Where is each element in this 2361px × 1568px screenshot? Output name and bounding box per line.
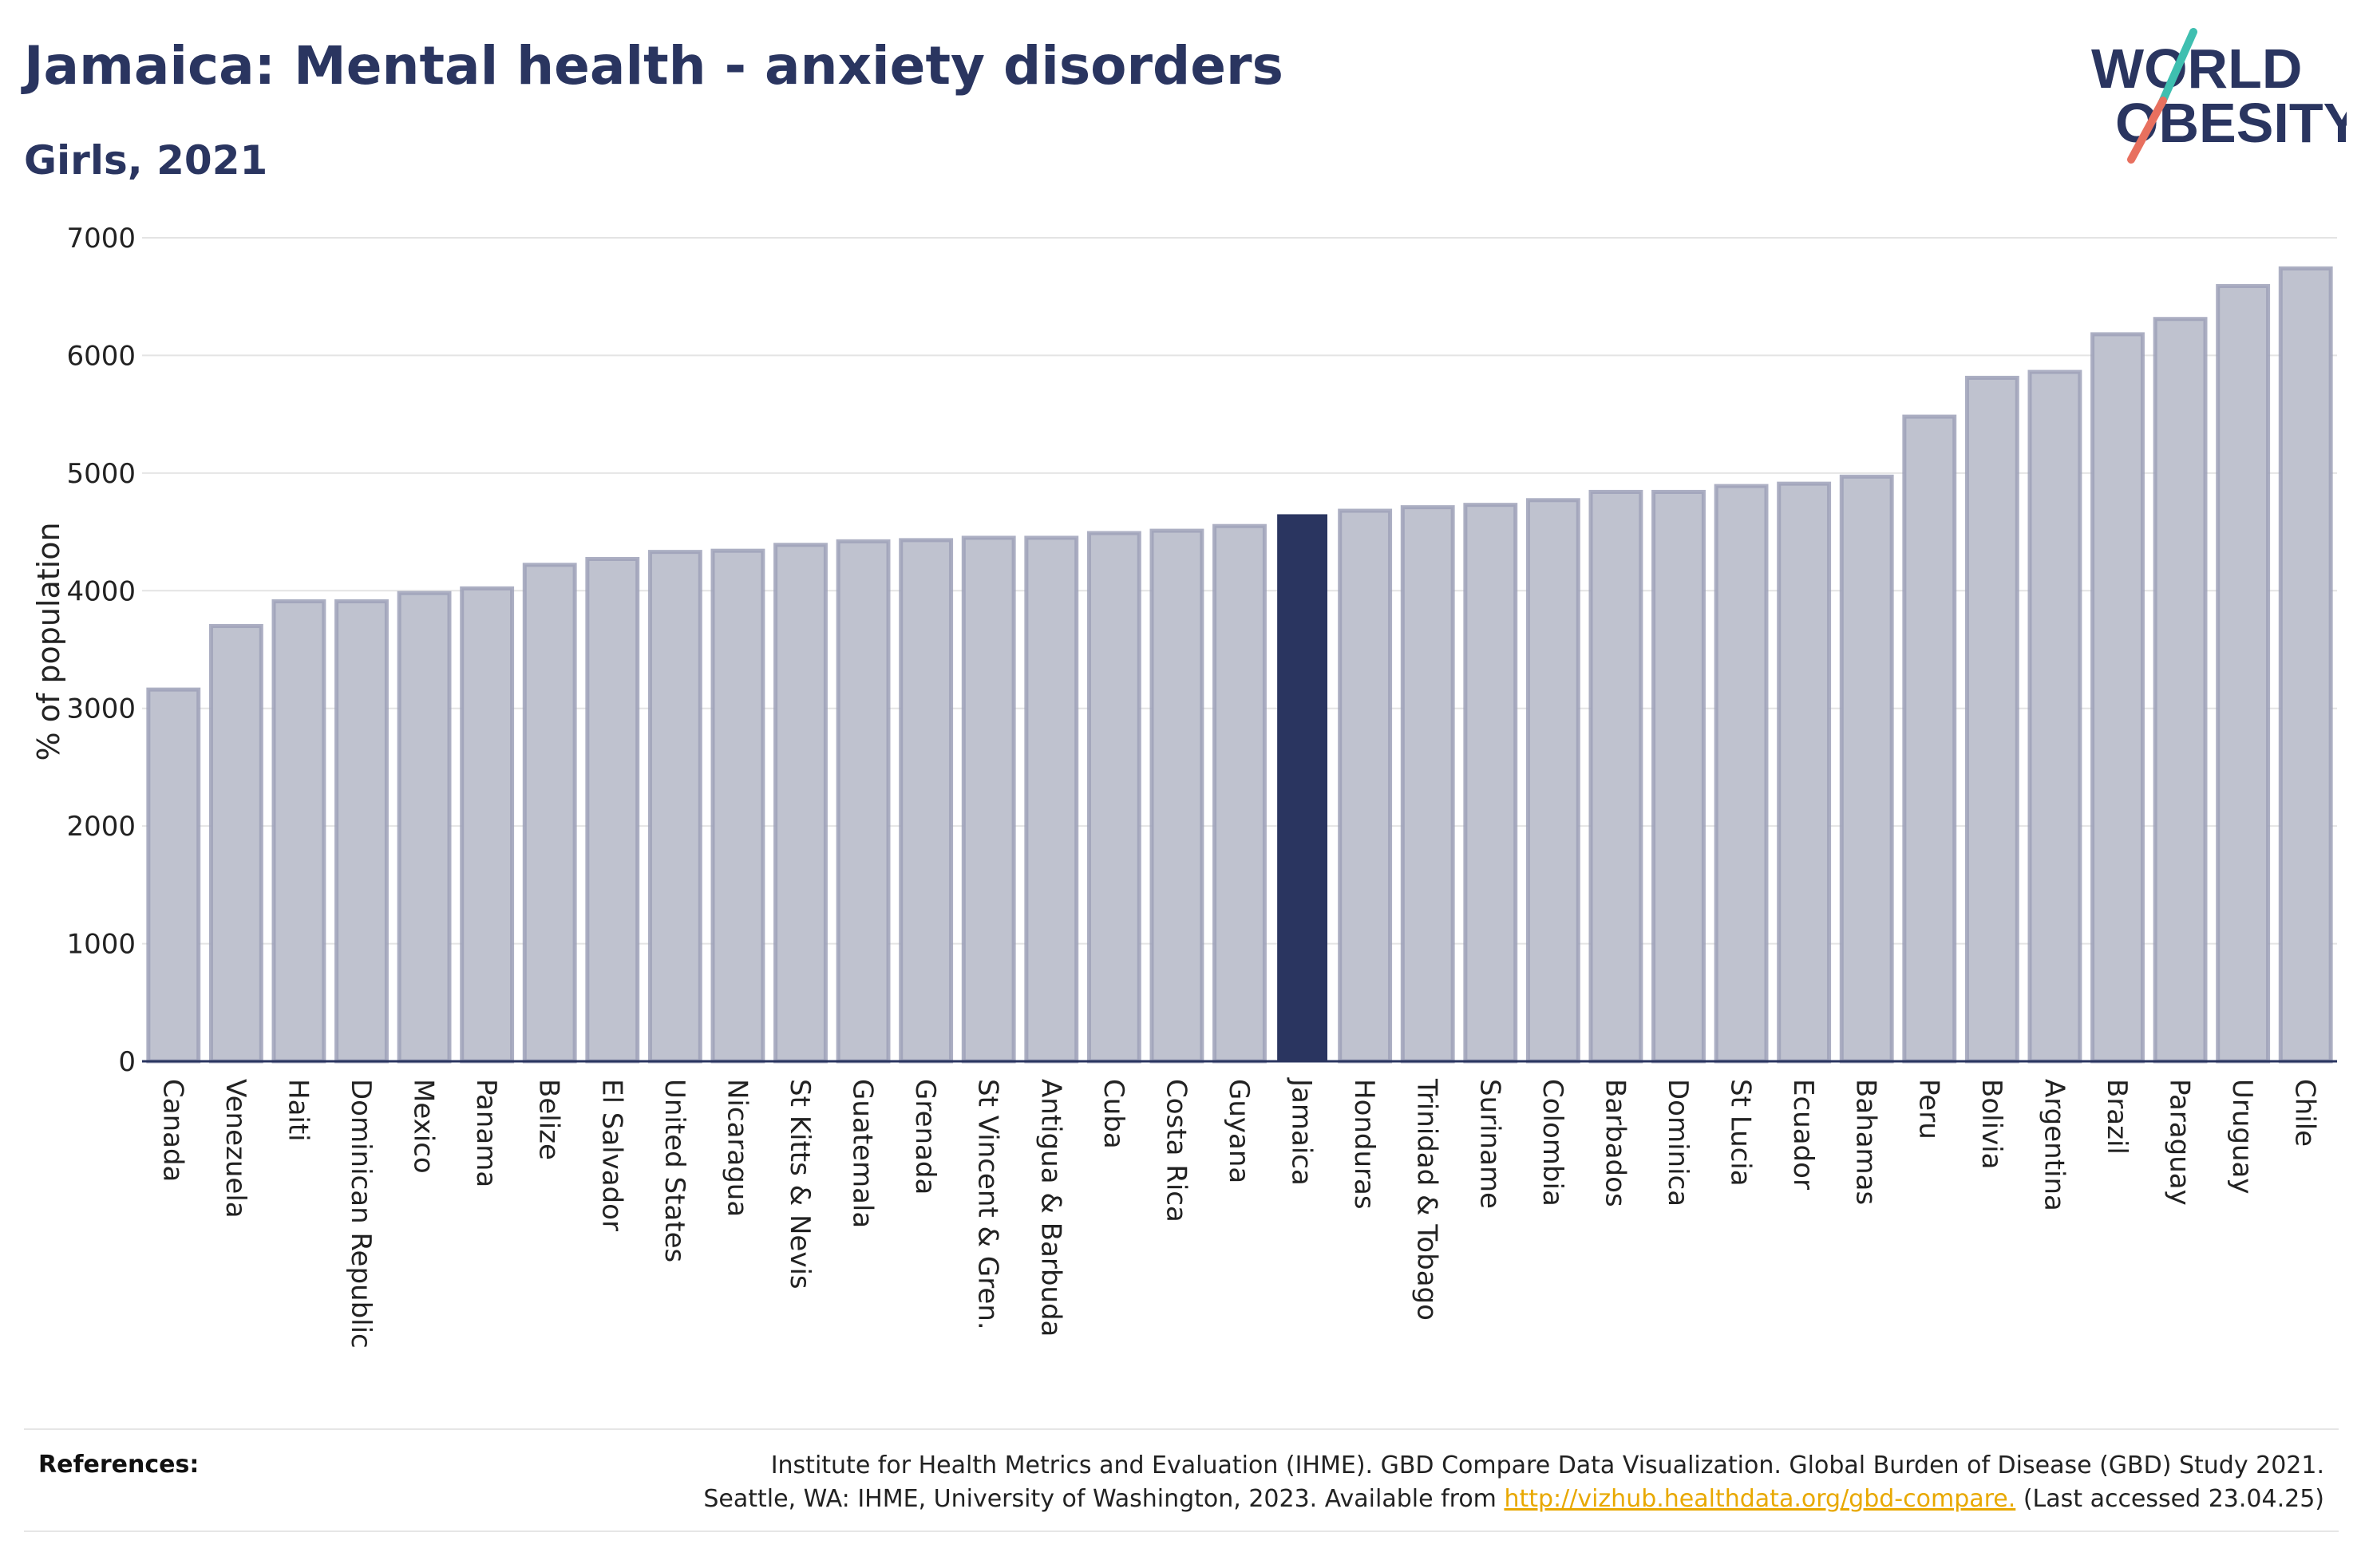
x-tick-label: Canada bbox=[156, 1079, 188, 1182]
logo-slash-red bbox=[2127, 97, 2167, 164]
bar-united-states bbox=[647, 550, 702, 1064]
references-label: References: bbox=[38, 1451, 200, 1479]
y-tick-label: 2000 bbox=[66, 811, 136, 843]
bar-grenada bbox=[899, 538, 954, 1064]
bar-belize bbox=[522, 563, 577, 1064]
x-tick-label: Haiti bbox=[282, 1079, 314, 1142]
x-tick-label: Peru bbox=[1912, 1079, 1944, 1139]
y-tick-label: 0 bbox=[118, 1046, 136, 1078]
y-tick-label: 7000 bbox=[66, 223, 136, 255]
bar-barbados bbox=[1588, 489, 1643, 1064]
bar-brazil bbox=[2090, 332, 2145, 1064]
x-tick-label: Grenada bbox=[909, 1079, 941, 1195]
x-tick-label: Jamaica bbox=[1286, 1077, 1318, 1186]
bar-chart: 0 1000 2000 3000 4000 5000 6000 7000 % of popula… bbox=[31, 223, 2337, 1349]
bar-ecuador bbox=[1777, 481, 1832, 1064]
bar-st-vincent-gren- bbox=[961, 535, 1016, 1064]
x-tick-label: Venezuela bbox=[219, 1079, 251, 1218]
x-tick-label: Colombia bbox=[1536, 1079, 1568, 1207]
bar-chile bbox=[2278, 266, 2333, 1064]
x-tick-label: Panama bbox=[470, 1079, 502, 1187]
x-tick-label: Uruguay bbox=[2226, 1079, 2258, 1195]
x-tick-label: Brazil bbox=[2101, 1079, 2133, 1155]
logo-slash-teal bbox=[2157, 28, 2197, 108]
references-line2-prefix: Seattle, WA: IHME, University of Washing… bbox=[703, 1485, 1505, 1513]
x-tick-label: Guyana bbox=[1223, 1079, 1255, 1183]
bar-antigua-barbuda bbox=[1024, 535, 1079, 1064]
y-tick-label: 3000 bbox=[66, 693, 136, 725]
bar-mexico bbox=[397, 590, 452, 1064]
x-tick-label: Cuba bbox=[1097, 1079, 1129, 1149]
x-tick-label: Paraguay bbox=[2164, 1079, 2196, 1206]
x-tick-label: Costa Rica bbox=[1160, 1079, 1192, 1222]
chart-title: Jamaica: Mental health - anxiety disorde… bbox=[24, 35, 1283, 97]
bar-nicaragua bbox=[710, 548, 765, 1064]
y-tick-label: 1000 bbox=[66, 929, 136, 961]
bar-argentina bbox=[2027, 369, 2082, 1064]
references-link[interactable]: http://vizhub.healthdata.org/gbd-compare… bbox=[1504, 1485, 2016, 1513]
x-tick-label: Bahamas bbox=[1850, 1079, 1882, 1205]
x-tick-label: St Kitts & Nevis bbox=[784, 1079, 816, 1290]
x-tick-label: Barbados bbox=[1599, 1079, 1631, 1207]
y-tick-label: 5000 bbox=[66, 458, 136, 490]
bar-el-salvador bbox=[585, 556, 640, 1064]
x-tick-label: Argentina bbox=[2038, 1079, 2070, 1211]
references-line2-suffix: (Last accessed 23.04.25) bbox=[2015, 1485, 2324, 1513]
x-tick-label: St Lucia bbox=[1725, 1079, 1757, 1187]
bar-peru bbox=[1902, 414, 1957, 1064]
x-tick-label: Dominican Republic bbox=[345, 1079, 377, 1349]
bar-uruguay bbox=[2216, 283, 2271, 1064]
bar-guatemala bbox=[836, 539, 891, 1064]
x-tick-label: Honduras bbox=[1348, 1079, 1380, 1210]
x-tick-label: United States bbox=[658, 1079, 690, 1262]
bar-suriname bbox=[1463, 503, 1518, 1064]
y-axis-label: % of population bbox=[31, 522, 66, 760]
bar-dominica bbox=[1651, 489, 1706, 1064]
bar-dominican-republic bbox=[334, 599, 389, 1064]
bar-st-kitts-nevis bbox=[773, 543, 828, 1064]
y-tick-label: 6000 bbox=[66, 340, 136, 372]
x-tick-label: Mexico bbox=[408, 1079, 440, 1174]
references-line1: Institute for Health Metrics and Evaluat… bbox=[770, 1451, 2324, 1479]
x-tick-label: Suriname bbox=[1473, 1079, 1505, 1209]
bar-guyana bbox=[1212, 523, 1267, 1064]
bar-paraguay bbox=[2153, 317, 2208, 1064]
chart-subtitle: Girls, 2021 bbox=[24, 137, 268, 184]
x-tick-label: St Vincent & Gren. bbox=[972, 1079, 1004, 1330]
x-tick-label: Antigua & Barbuda bbox=[1034, 1079, 1066, 1337]
bar-colombia bbox=[1525, 498, 1580, 1064]
bar-jamaica bbox=[1277, 514, 1327, 1061]
bar-st-lucia bbox=[1714, 484, 1769, 1064]
x-tick-label: Nicaragua bbox=[721, 1079, 753, 1217]
bar-venezuela bbox=[208, 624, 263, 1064]
x-tick-label: Guatemala bbox=[847, 1079, 879, 1228]
x-tick-label: Trinidad & Tobago bbox=[1411, 1078, 1443, 1321]
bar-panama bbox=[460, 586, 515, 1064]
bar-cuba bbox=[1086, 531, 1141, 1064]
bar-honduras bbox=[1338, 508, 1393, 1064]
bar-costa-rica bbox=[1149, 528, 1204, 1064]
bar-canada bbox=[146, 687, 201, 1064]
logo-text-world: WORLD bbox=[2091, 38, 2302, 100]
y-tick-label: 4000 bbox=[66, 575, 136, 607]
x-tick-label: El Salvador bbox=[595, 1079, 627, 1231]
references-text: Institute for Health Metrics and Evaluat… bbox=[703, 1449, 2324, 1516]
x-tick-label: Ecuador bbox=[1787, 1079, 1819, 1190]
bar-bolivia bbox=[1964, 375, 2019, 1064]
x-tick-label: Bolivia bbox=[1975, 1079, 2007, 1169]
bar-haiti bbox=[271, 599, 326, 1064]
world-obesity-logo: WORLD OBESITY bbox=[2091, 28, 2347, 164]
x-tick-label: Chile bbox=[2289, 1079, 2321, 1147]
references-panel: References: Institute for Health Metrics… bbox=[24, 1428, 2339, 1532]
bar-bahamas bbox=[1839, 474, 1894, 1064]
x-tick-label: Dominica bbox=[1662, 1079, 1694, 1207]
bar-trinidad-tobago bbox=[1400, 505, 1455, 1064]
x-tick-label: Belize bbox=[533, 1079, 565, 1160]
